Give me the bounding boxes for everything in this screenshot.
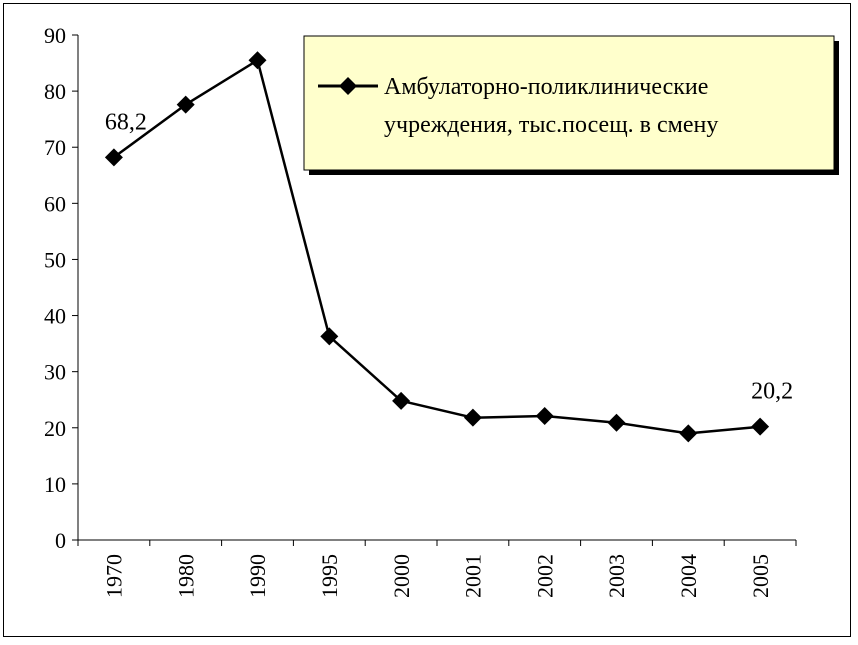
y-tick-label: 20 <box>44 416 66 441</box>
y-tick-label: 40 <box>44 304 66 329</box>
data-point-marker <box>392 391 411 410</box>
y-tick-label: 70 <box>44 135 66 160</box>
data-point-marker <box>751 417 770 436</box>
series-line-group <box>104 51 770 443</box>
data-label: 68,2 <box>105 109 147 135</box>
x-tick-label: 1995 <box>317 554 342 598</box>
series-line <box>113 59 761 435</box>
legend-entry-text: учреждения, тыс.посещ. в смену <box>384 112 718 138</box>
x-tick-label: 2002 <box>532 554 557 598</box>
x-tick-label: 2005 <box>748 554 773 598</box>
axes: 0 10 20 30 40 50 60 70 80 90 1970 1980 1990 1995 2000 2… <box>44 23 797 598</box>
x-tick-label: 2000 <box>389 554 414 598</box>
x-tick-label: 1970 <box>102 554 127 598</box>
y-tick-label: 50 <box>44 247 66 272</box>
x-tick-label: 2003 <box>604 554 629 598</box>
x-tick-label: 2004 <box>676 554 701 598</box>
y-tick-label: 80 <box>44 79 66 104</box>
legend-box <box>303 35 835 171</box>
y-tick-label: 90 <box>44 23 66 48</box>
data-point-marker <box>535 406 554 425</box>
y-tick-label: 30 <box>44 360 66 385</box>
data-point-marker <box>679 424 698 443</box>
x-tick-label: 1980 <box>173 554 198 598</box>
data-point-marker <box>176 95 195 114</box>
data-label: 20,2 <box>751 379 793 405</box>
data-point-marker <box>104 148 123 167</box>
data-point-marker <box>463 408 482 427</box>
y-tick-label: 60 <box>44 191 66 216</box>
data-point-marker <box>248 51 267 70</box>
data-point-marker <box>320 327 339 346</box>
legend: Амбулаторно-поликлинические учреждения, т… <box>303 35 839 175</box>
legend-entry-text: Амбулаторно-поликлинические <box>384 74 708 100</box>
x-tick-label: 2001 <box>461 554 486 598</box>
y-tick-label: 10 <box>44 472 66 497</box>
data-point-marker <box>607 413 626 432</box>
data-labels: 68,2 20,2 <box>105 109 793 404</box>
y-tick-label: 0 <box>55 528 66 553</box>
legend-marker-swatch <box>339 77 357 95</box>
x-tick-label: 1990 <box>245 554 270 598</box>
